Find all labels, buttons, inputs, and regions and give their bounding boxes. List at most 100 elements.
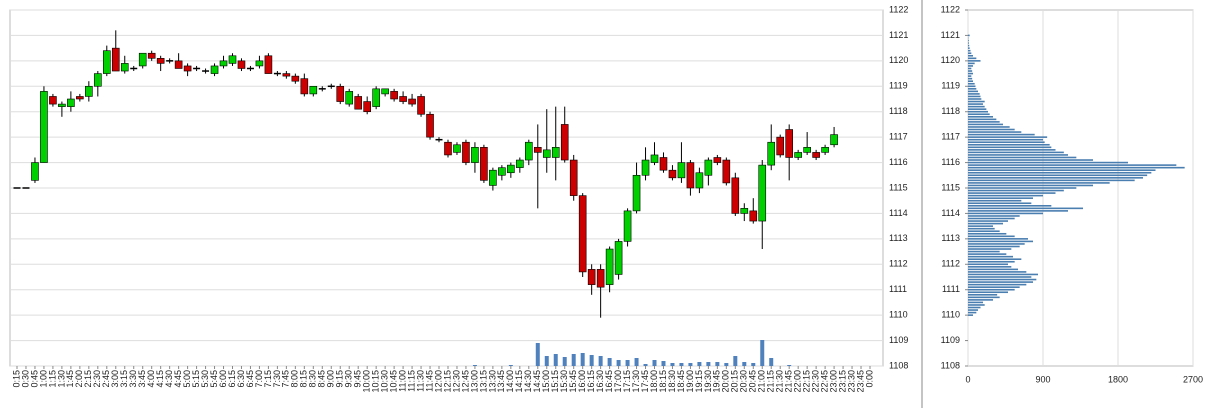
profile-bar xyxy=(968,215,1020,217)
x-tick-label: 1800 xyxy=(1108,374,1128,384)
profile-bar xyxy=(968,146,1052,149)
profile-bar xyxy=(968,278,1037,281)
candle-body xyxy=(174,60,183,69)
y-tick-label: 1112 xyxy=(889,259,908,269)
volume-bar xyxy=(625,360,630,366)
profile-bar xyxy=(968,187,1077,189)
x-tick-label: 21:15 xyxy=(766,370,776,393)
x-tick-label: 20:30 xyxy=(739,370,749,393)
candle-body xyxy=(596,269,605,288)
candle-body xyxy=(426,113,434,138)
volume-bar xyxy=(544,356,549,366)
x-tick-label: 2:45 xyxy=(101,370,111,388)
x-tick-label: 1:45 xyxy=(65,370,75,388)
profile-bar xyxy=(968,258,1022,260)
profile-bar xyxy=(968,138,1043,141)
x-tick-label: 16:30 xyxy=(595,370,605,393)
x-tick-label: 13:00 xyxy=(469,370,479,393)
candle-body xyxy=(102,50,111,74)
profile-bar xyxy=(968,311,977,314)
profile-bar xyxy=(968,93,980,95)
candle-body xyxy=(578,195,587,273)
candle-body xyxy=(300,78,309,95)
profile-bar xyxy=(968,154,1068,156)
x-tick-label: 2:30 xyxy=(92,370,102,388)
x-tick-label: 3:00 xyxy=(110,370,120,388)
y-tick-label: 1110 xyxy=(941,310,960,320)
x-tick-label: 5:45 xyxy=(209,370,219,388)
profile-bar xyxy=(968,90,978,93)
x-tick-label: 5:00 xyxy=(182,370,192,388)
candle-body xyxy=(255,60,264,67)
candle-body xyxy=(767,141,776,166)
x-tick-label: 14:30 xyxy=(523,370,533,393)
x-tick-label: 17:15 xyxy=(622,370,632,393)
profile-bar xyxy=(968,49,971,52)
candle-body xyxy=(731,177,740,214)
x-tick-label: 900 xyxy=(1035,374,1050,384)
candle-body xyxy=(794,152,802,158)
profile-bar xyxy=(968,227,995,230)
volume-bar xyxy=(751,363,756,366)
candle-body xyxy=(704,159,713,176)
profile-bar xyxy=(968,250,1000,253)
profile-bar xyxy=(968,141,1045,144)
candle-body xyxy=(524,141,533,161)
candle-body xyxy=(677,162,686,179)
profile-bar xyxy=(968,194,1043,197)
profile-bar xyxy=(968,288,1015,291)
y-tick-label: 1108 xyxy=(941,360,960,370)
candle-body xyxy=(641,159,650,176)
x-tick-label: 18:30 xyxy=(667,370,677,393)
candle-body xyxy=(489,169,497,186)
candle-body xyxy=(686,162,695,189)
candle-body xyxy=(444,141,452,156)
candle-body xyxy=(507,164,515,174)
profile-bar xyxy=(968,205,1052,207)
volume-bar xyxy=(535,343,540,366)
profile-bar xyxy=(968,108,987,110)
x-tick-label: 18:15 xyxy=(658,370,668,393)
candle-body xyxy=(498,167,506,176)
x-tick-label: 3:45 xyxy=(137,370,147,388)
x-tick-label: 22:15 xyxy=(802,370,812,393)
x-tick-label: 18:00 xyxy=(649,370,659,393)
x-tick-label: 13:15 xyxy=(478,370,488,393)
profile-bar xyxy=(968,47,970,49)
y-tick-label: 1120 xyxy=(889,55,908,65)
y-tick-label: 1116 xyxy=(941,157,960,167)
profile-bar xyxy=(968,149,1056,151)
profile-bar xyxy=(968,174,1148,177)
profile-bar xyxy=(968,243,1025,245)
x-tick-label: 20:00 xyxy=(721,370,731,393)
profile-bar xyxy=(968,60,981,62)
x-tick-label: 1:30 xyxy=(56,370,66,388)
y-tick-label: 1112 xyxy=(941,259,960,269)
y-tick-label: 1113 xyxy=(889,233,908,243)
profile-bar xyxy=(968,210,1068,212)
y-tick-label: 1121 xyxy=(889,30,908,40)
profile-bar xyxy=(968,80,973,82)
volume-bar xyxy=(688,363,693,366)
candle-body xyxy=(516,159,524,168)
candle-body xyxy=(282,73,291,77)
x-tick-label: 17:00 xyxy=(613,370,623,393)
profile-bar xyxy=(968,65,973,67)
profile-bar xyxy=(968,281,1033,283)
candle-body xyxy=(650,154,659,163)
profile-bar xyxy=(968,182,1110,184)
candle-body xyxy=(120,63,129,72)
profile-bar xyxy=(968,126,1010,128)
y-tick-label: 1116 xyxy=(889,157,908,167)
candle-body xyxy=(31,162,39,181)
x-tick-label: 17:30 xyxy=(631,370,641,393)
x-tick-label: 15:45 xyxy=(568,370,578,393)
volume-bar xyxy=(661,361,666,366)
candle-body xyxy=(695,172,704,189)
profile-bar xyxy=(968,159,1093,161)
x-tick-label: 7:30 xyxy=(272,370,282,388)
profile-bar xyxy=(968,268,1018,271)
profile-bar xyxy=(968,131,1022,133)
candle-body xyxy=(551,147,560,158)
y-tick-label: 1122 xyxy=(889,4,908,14)
